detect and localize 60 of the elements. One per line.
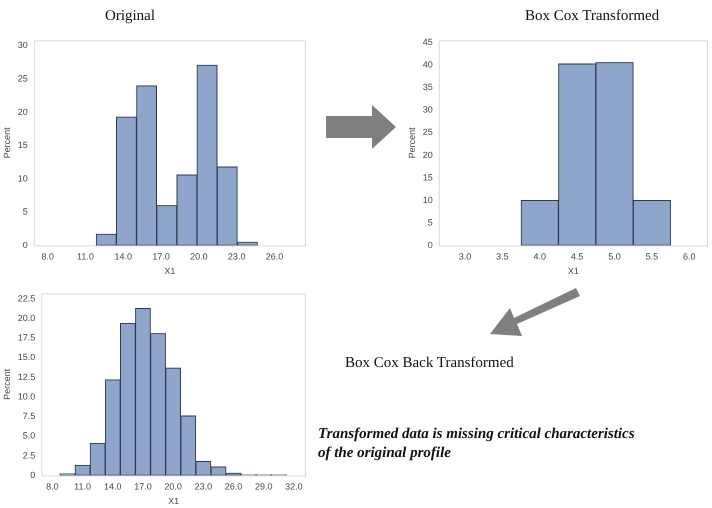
x-tick-label: 26.0 xyxy=(224,481,242,492)
chart-title: Box Cox Transformed xyxy=(525,8,660,25)
x-tick-label: 26.0 xyxy=(266,251,284,262)
y-tick-label: 0 xyxy=(428,240,433,250)
y-tick-label: 20 xyxy=(422,150,433,160)
y-tick-label: 10 xyxy=(422,194,433,205)
x-tick-label: 3.5 xyxy=(496,251,509,262)
y-tick-label: 20.0 xyxy=(18,312,36,323)
x-tick-label: 6.0 xyxy=(683,251,696,262)
y-tick-label: 0 xyxy=(30,470,36,480)
x-tick-label: 4.0 xyxy=(534,251,546,262)
y-tick-label: 0 xyxy=(22,240,28,250)
x-tick-label: 14.0 xyxy=(104,481,122,492)
y-tick-label: 40 xyxy=(422,60,433,70)
y-tick-label: 17.5 xyxy=(18,332,36,343)
y-axis-title: Percent xyxy=(406,126,417,158)
x-tick-label: 20.0 xyxy=(190,251,208,262)
y-tick-label: 15 xyxy=(18,140,28,150)
y-tick-label: 7.5 xyxy=(22,411,36,422)
x-tick-label: 23.0 xyxy=(194,481,212,492)
x-tick-label: 32.0 xyxy=(285,481,303,492)
y-tick-label: 20 xyxy=(18,106,28,117)
y-tick-label: 15.0 xyxy=(18,352,36,362)
y-tick-label: 12.5 xyxy=(18,372,36,382)
x-tick-label: 23.0 xyxy=(228,251,246,262)
y-tick-label: 25 xyxy=(18,73,28,84)
chart-title: Original xyxy=(105,8,155,25)
y-tick-label: 5 xyxy=(22,206,28,217)
x-tick-label: 29.0 xyxy=(254,481,272,492)
x-tick-label: 8.0 xyxy=(46,481,59,492)
x-tick-label: 20.0 xyxy=(164,481,182,492)
y-tick-label: 22.5 xyxy=(18,293,36,304)
x-axis-title: X1 xyxy=(164,266,176,276)
x-tick-label: 17.0 xyxy=(134,481,152,492)
x-tick-label: 5.0 xyxy=(608,251,621,262)
text: Transformed data is missing critical characteristics of the original profile xyxy=(318,425,636,463)
y-tick-label: 25 xyxy=(422,127,433,138)
x-tick-label: 8.0 xyxy=(41,251,54,262)
y-tick-label: 10 xyxy=(18,173,28,184)
y-tick-label: 5.0 xyxy=(22,430,36,441)
x-tick-label: 4.5 xyxy=(570,251,584,262)
y-tick-label: 2.5 xyxy=(22,450,36,460)
y-tick-label: 10.0 xyxy=(18,391,36,402)
y-tick-label: 35 xyxy=(422,82,433,92)
x-tick-label: 17.0 xyxy=(152,251,170,262)
x-tick-label: 3.0 xyxy=(458,251,472,262)
y-axis-title: Percent xyxy=(2,126,12,158)
x-tick-label: 11.0 xyxy=(74,481,92,492)
y-tick-label: 30 xyxy=(18,40,28,50)
x-tick-label: 14.0 xyxy=(114,251,132,262)
y-tick-label: 5 xyxy=(428,217,433,228)
text: Box Cox Back Transformed xyxy=(345,355,514,372)
y-tick-label: 45 xyxy=(422,37,433,48)
x-tick-label: 5.5 xyxy=(646,251,658,262)
y-tick-label: 30 xyxy=(422,104,433,115)
x-axis-title: X1 xyxy=(168,496,180,506)
y-axis-title: Percent xyxy=(2,368,12,400)
x-tick-label: 11.0 xyxy=(77,251,94,262)
y-tick-label: 15 xyxy=(422,172,433,182)
x-axis-title: X1 xyxy=(568,266,579,276)
